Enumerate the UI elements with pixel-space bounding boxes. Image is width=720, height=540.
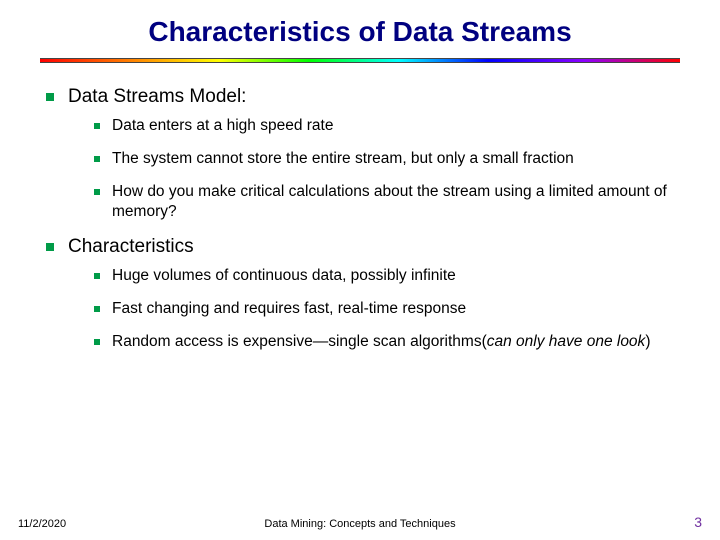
list-item: Fast changing and requires fast, real-ti… (94, 299, 674, 320)
page-number: 3 (694, 514, 702, 530)
section-heading: Data Streams Model: (46, 85, 674, 110)
list-item-text: The system cannot store the entire strea… (112, 149, 574, 170)
list-item: How do you make critical calculations ab… (94, 182, 674, 224)
list-item: The system cannot store the entire strea… (94, 149, 674, 170)
list-item: Data enters at a high speed rate (94, 116, 674, 137)
square-bullet-icon (94, 189, 100, 195)
italic-text: can only have one look (487, 333, 646, 350)
square-bullet-icon (94, 123, 100, 129)
section-heading-text: Characteristics (68, 235, 194, 260)
square-bullet-icon (94, 156, 100, 162)
section-heading: Characteristics (46, 235, 674, 260)
list-item: Huge volumes of continuous data, possibl… (94, 266, 674, 287)
list-item-text: How do you make critical calculations ab… (112, 182, 674, 224)
list-item-text: Fast changing and requires fast, real-ti… (112, 299, 466, 320)
sublist: Data enters at a high speed rate The sys… (46, 116, 674, 224)
footer-source: Data Mining: Concepts and Techniques (0, 518, 720, 530)
slide: Characteristics of Data Streams Data Str… (0, 0, 720, 540)
list-item: Random access is expensive—single scan a… (94, 332, 674, 353)
list-item-text: Random access is expensive—single scan a… (112, 332, 650, 353)
square-bullet-icon (94, 339, 100, 345)
list-item-text: Data enters at a high speed rate (112, 116, 333, 137)
sublist: Huge volumes of continuous data, possibl… (46, 266, 674, 353)
square-bullet-icon (94, 273, 100, 279)
slide-content: Data Streams Model: Data enters at a hig… (0, 63, 720, 353)
section-heading-text: Data Streams Model: (68, 85, 246, 110)
square-bullet-icon (94, 306, 100, 312)
slide-title: Characteristics of Data Streams (0, 0, 720, 54)
square-bullet-icon (46, 243, 54, 251)
square-bullet-icon (46, 93, 54, 101)
list-item-text: Huge volumes of continuous data, possibl… (112, 266, 456, 287)
